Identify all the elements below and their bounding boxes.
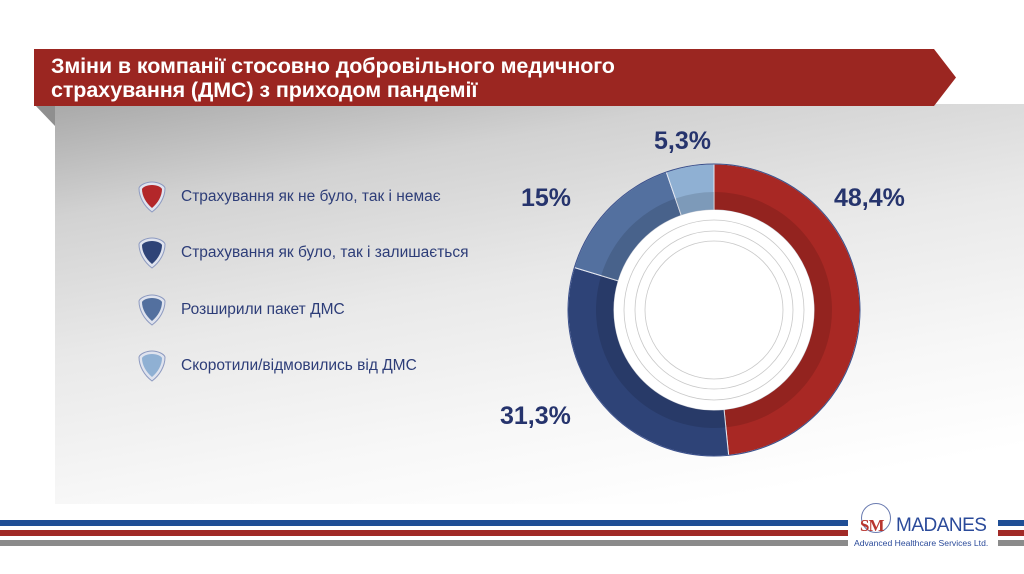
value-label-no-insurance: 48,4%: [834, 184, 905, 212]
chart-title: Зміни в компанії стосовно добровільного …: [51, 54, 615, 102]
donut-segment-shade: [714, 192, 832, 428]
value-label-expanded: 15%: [521, 184, 572, 212]
chart-title-line2: страхування (ДМС) з приходом пандемії: [51, 78, 478, 102]
footer-stripe-red: [0, 530, 1024, 536]
decorative-ring: [644, 240, 784, 380]
shield-icon-red: [138, 181, 166, 213]
company-logo: SM MADANES Advanced Healthcare Services …: [848, 500, 998, 552]
logo-name: MADANES: [896, 515, 987, 536]
shield-icon-light-blue: [138, 350, 166, 382]
legend-label: Розширили пакет ДМС: [181, 301, 345, 318]
legend-label: Страхування як було, так і залишається: [181, 244, 469, 261]
logo-mark: SM: [860, 516, 884, 535]
footer-stripe-gray: [0, 540, 1024, 546]
footer-stripe-blue: [0, 520, 1024, 526]
value-label-kept-insurance: 31,3%: [500, 402, 571, 430]
legend-item-expanded: Розширили пакет ДМС: [138, 294, 345, 326]
banner-arrow-shape: [34, 49, 956, 106]
panel-fold-shadow: [34, 104, 55, 126]
shield-icon-dark-blue: [138, 237, 166, 269]
chart-title-line1: Зміни в компанії стосовно добровільного …: [51, 54, 615, 78]
logo-subtitle: Advanced Healthcare Services Ltd.: [854, 538, 989, 548]
logo-emblem-icon: [861, 503, 891, 533]
donut-segment-shade: [675, 192, 714, 216]
background-panel: [55, 104, 1024, 504]
decorative-ring: [623, 219, 805, 401]
donut-segment-shade: [596, 275, 726, 428]
shield-icon-mid-blue: [138, 294, 166, 326]
donut-hole: [614, 210, 814, 410]
legend-label: Скоротили/відмовились від ДМС: [181, 357, 417, 374]
legend-item-kept-insurance: Страхування як було, так і залишається: [138, 237, 469, 269]
title-banner: Зміни в компанії стосовно добровільного …: [34, 49, 956, 106]
legend-label: Страхування як не було, так і немає: [181, 188, 441, 205]
value-label-reduced: 5,3%: [654, 127, 711, 155]
donut-segment-shade: [601, 198, 682, 281]
legend-item-reduced: Скоротили/відмовились від ДМС: [138, 350, 417, 382]
decorative-ring: [634, 230, 794, 390]
legend-item-no-insurance: Страхування як не було, так і немає: [138, 181, 441, 213]
